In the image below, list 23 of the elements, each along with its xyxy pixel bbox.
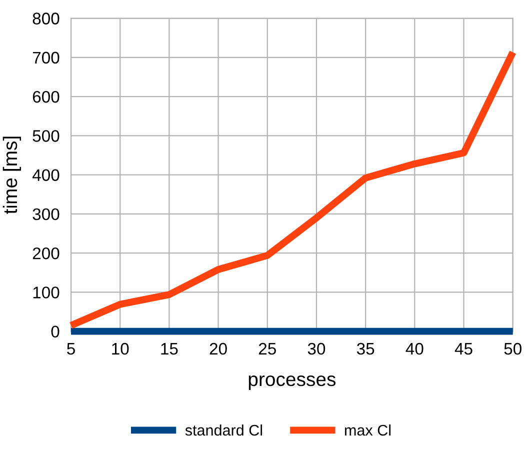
y-tick-label: 400 [32,169,60,182]
y-tick-label: 100 [33,286,60,298]
x-tick-label: 15 [161,343,178,355]
x-tick-label: 5 [67,343,75,355]
y-tick-label: 300 [32,208,60,220]
x-tick-label: 20 [210,342,227,355]
y-tick-label: 700 [32,52,60,64]
x-tick-label: 35 [356,342,374,355]
legend-label: max Cl [345,424,390,436]
y-tick-label: 800 [32,12,60,24]
y-tick-label: 200 [32,247,60,260]
legend-label: standard Cl [185,424,262,436]
x-tick-label: 50 [504,342,522,355]
x-tick-label: 30 [308,342,326,355]
x-tick-label: 45 [454,343,472,355]
y-tick-label: 600 [32,90,60,103]
x-tick-label: 10 [112,342,129,355]
y-tick-label: 500 [32,130,60,142]
x-tick-label: 25 [258,342,276,355]
y-axis-title: time [ms] [2,136,21,214]
x-tick-label: 40 [406,342,424,355]
y-tick-label: 0 [51,326,60,338]
x-axis-title: processes [248,375,336,390]
